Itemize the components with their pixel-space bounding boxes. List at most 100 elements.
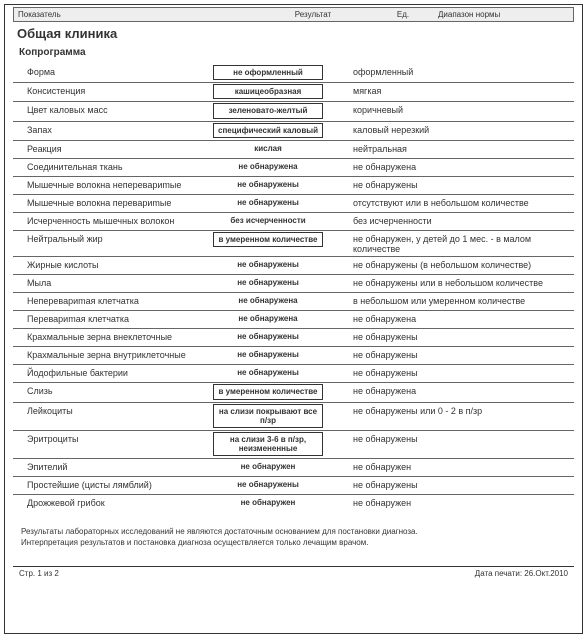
table-row: Мышечные волокна неперевариmыене обнаруж… — [13, 177, 574, 195]
disclaimer-line: Результаты лабораторных исследований не … — [21, 527, 566, 537]
table-row: Эритроцитына слизи 3-6 в п/зр, неизменен… — [13, 431, 574, 459]
row-norm: не обнаружены — [353, 478, 574, 490]
row-norm: не обнаружена — [353, 384, 574, 396]
print-date: Дата печати: 26.Окт.2010 — [475, 569, 568, 578]
row-result: кашицеобразная — [213, 84, 323, 99]
row-indicator: Жирные кислоты — [13, 258, 213, 270]
row-result: на слизи покрывают все п/зр — [213, 404, 323, 428]
row-result: не обнаружена — [213, 312, 323, 325]
row-result: не обнаружены — [213, 478, 323, 491]
row-norm: не обнаружена — [353, 312, 574, 324]
table-row: Дрожжевой грибокне обнаруженне обнаружен — [13, 495, 574, 513]
row-indicator: Эпителий — [13, 460, 213, 472]
header-unit: Ед. — [368, 10, 438, 19]
row-result: не обнаружены — [213, 178, 323, 191]
table-row: Перевариmая клетчаткане обнаруженане обн… — [13, 311, 574, 329]
row-indicator: Мышечные волокна неперевариmые — [13, 178, 213, 190]
row-indicator: Запах — [13, 123, 213, 135]
row-result: не обнаружена — [213, 160, 323, 173]
table-row: Реакциякислаянейтральная — [13, 141, 574, 159]
row-result: не обнаружены — [213, 348, 323, 361]
row-norm: не обнаружена — [353, 160, 574, 172]
row-indicator: Дрожжевой грибок — [13, 496, 213, 508]
table-row: Консистенциякашицеобразнаямягкая — [13, 83, 574, 102]
row-indicator: Исчерченность мышечных волокон — [13, 214, 213, 226]
table-row: Соединительная тканьне обнаруженане обна… — [13, 159, 574, 177]
row-result: не обнаружены — [213, 196, 323, 209]
table-row: Лейкоцитына слизи покрывают все п/зрне о… — [13, 403, 574, 431]
row-result: кислая — [213, 142, 323, 155]
table-header: Показатель Результат Ед. Диапазон нормы — [13, 7, 574, 22]
row-result: без исчерченности — [213, 214, 323, 227]
row-result: не обнаружены — [213, 330, 323, 343]
row-result: не обнаружены — [213, 366, 323, 379]
page-number: Стр. 1 из 2 — [19, 569, 59, 578]
row-norm: не обнаружен — [353, 496, 574, 508]
row-norm: не обнаружен — [353, 460, 574, 472]
row-norm: не обнаружены — [353, 366, 574, 378]
row-indicator: Консистенция — [13, 84, 213, 96]
row-norm: каловый нерезкий — [353, 123, 574, 135]
table-row: Цвет каловых массзеленовато-желтый коричн… — [13, 102, 574, 121]
row-norm: не обнаружен, у детей до 1 мес. - в мало… — [353, 232, 574, 255]
page-container: Показатель Результат Ед. Диапазон нормы … — [4, 4, 583, 634]
disclaimer: Результаты лабораторных исследований не … — [21, 527, 566, 548]
row-norm: в небольшом или умеренном количестве — [353, 294, 574, 306]
row-indicator: Мышечные волокна перевариmые — [13, 196, 213, 208]
table-row: Нейтральный жирв умеренном количестве не … — [13, 231, 574, 258]
row-indicator: Лейкоциты — [13, 404, 213, 416]
row-norm: не обнаружены — [353, 348, 574, 360]
row-norm: отсутствуют или в небольшом количестве — [353, 196, 574, 208]
row-result: не обнаружена — [213, 294, 323, 307]
table-row: Неперевариmая клетчаткане обнаружена в не… — [13, 293, 574, 311]
row-norm: оформленный — [353, 65, 574, 77]
row-result: не обнаружен — [213, 496, 323, 509]
header-result: Результат — [258, 10, 368, 19]
table-row: Запахспецифический каловый каловый нерезк… — [13, 122, 574, 141]
row-indicator: Форма — [13, 65, 213, 77]
table-row: Исчерченность мышечных волоконбез исчерч… — [13, 213, 574, 231]
row-norm: не обнаружены или в небольшом количестве — [353, 276, 574, 288]
row-indicator: Мыла — [13, 276, 213, 288]
row-indicator: Крахмальные зерна внеклеточные — [13, 330, 213, 342]
table-row: Простейшие (цисты лямблий)не обнаруженын… — [13, 477, 574, 495]
row-norm: не обнаружены — [353, 432, 574, 444]
row-indicator: Слизь — [13, 384, 213, 396]
row-result: не обнаружены — [213, 276, 323, 289]
row-norm: не обнаружены — [353, 178, 574, 190]
disclaimer-line: Интерпретация результатов и постановка д… — [21, 538, 566, 548]
row-indicator: Цвет каловых масс — [13, 103, 213, 115]
row-result: в умеренном количестве — [213, 384, 323, 399]
table-row: Слизьв умеренном количестве не обнаружена — [13, 383, 574, 402]
row-result: не обнаружены — [213, 258, 323, 271]
table-row: Эпителийне обнаруженне обнаружен — [13, 459, 574, 477]
row-result: в умеренном количестве — [213, 232, 323, 247]
row-result: специфический каловый — [213, 123, 323, 138]
table-row: Формане оформленный оформленный — [13, 64, 574, 83]
row-indicator: Перевариmая клетчатка — [13, 312, 213, 324]
table-row: Мылане обнаружены не обнаружены или в неб… — [13, 275, 574, 293]
row-result: не оформленный — [213, 65, 323, 80]
subsection-title: Копрограмма — [19, 47, 574, 58]
row-indicator: Простейшие (цисты лямблий) — [13, 478, 213, 490]
row-norm: без исчерченности — [353, 214, 574, 226]
row-norm: не обнаружены — [353, 330, 574, 342]
table-row: Крахмальные зерна внеклеточныене обнаруж… — [13, 329, 574, 347]
row-indicator: Нейтральный жир — [13, 232, 213, 244]
header-indicator: Показатель — [18, 10, 258, 19]
row-norm: не обнаружены (в небольшом количестве) — [353, 258, 574, 270]
table-row: Жирные кислотыне обнаружены не обнаружены… — [13, 257, 574, 275]
row-result: зеленовато-желтый — [213, 103, 323, 118]
row-result: не обнаружен — [213, 460, 323, 473]
row-indicator: Неперевариmая клетчатка — [13, 294, 213, 306]
table-row: Йодофильные бактериине обнаруженыне обна… — [13, 365, 574, 383]
results-table: Формане оформленный оформленный Консистенц… — [13, 64, 574, 513]
row-result: на слизи 3-6 в п/зр, неизмененные — [213, 432, 323, 456]
section-title: Общая клиника — [17, 26, 574, 41]
header-norm: Диапазон нормы — [438, 10, 569, 19]
row-indicator: Реакция — [13, 142, 213, 154]
row-indicator: Йодофильные бактерии — [13, 366, 213, 378]
table-row: Крахмальные зерна внутриклеточныене обна… — [13, 347, 574, 365]
row-norm: коричневый — [353, 103, 574, 115]
table-row: Мышечные волокна перевариmыене обнаружен… — [13, 195, 574, 213]
